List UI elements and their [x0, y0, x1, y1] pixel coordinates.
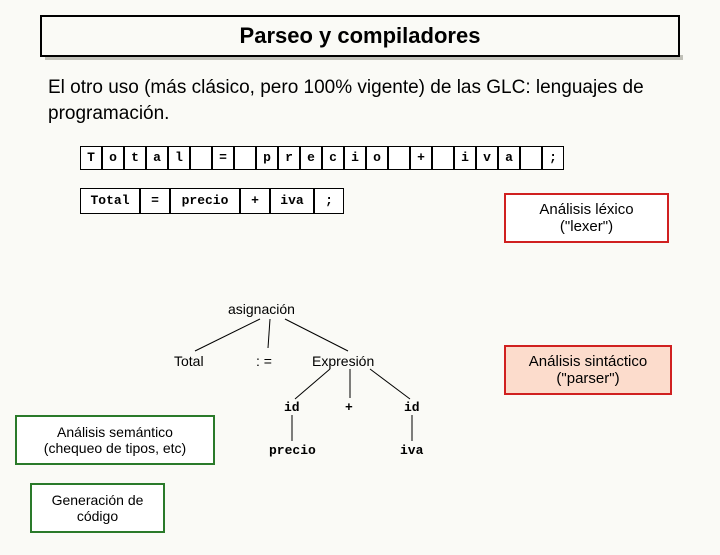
token-cell: Total: [80, 188, 140, 214]
char-cell: e: [300, 146, 322, 170]
lexer-label: Análisis léxico ("lexer"): [539, 201, 633, 235]
token-cell: =: [140, 188, 170, 214]
tree-plus: +: [345, 400, 353, 415]
gen-line2: código: [46, 508, 149, 524]
char-cell: i: [344, 146, 366, 170]
semantic-line1: Análisis semántico: [31, 424, 199, 440]
char-cell: [432, 146, 454, 170]
lexer-annotation: Análisis léxico ("lexer"): [504, 193, 669, 243]
token-cell: precio: [170, 188, 240, 214]
char-cell: p: [256, 146, 278, 170]
character-row: Total=precio+iva;: [80, 146, 720, 170]
tree-id-left: id: [284, 400, 300, 415]
tree-expresion: Expresión: [312, 353, 374, 369]
tree-total: Total: [174, 353, 204, 369]
char-cell: +: [410, 146, 432, 170]
tree-asignacion: asignación: [228, 301, 295, 317]
char-cell: [388, 146, 410, 170]
tree-id-right: id: [404, 400, 420, 415]
title-box: Parseo y compiladores: [40, 15, 680, 57]
char-cell: l: [168, 146, 190, 170]
semantic-line2: (chequeo de tipos, etc): [31, 440, 199, 456]
char-cell: ;: [542, 146, 564, 170]
gen-line1: Generación de: [46, 492, 149, 508]
char-cell: [234, 146, 256, 170]
char-cell: a: [146, 146, 168, 170]
tree-assign-op: : =: [256, 353, 272, 369]
char-cell: o: [366, 146, 388, 170]
char-cell: t: [124, 146, 146, 170]
char-cell: [520, 146, 542, 170]
subtitle-text: El otro uso (más clásico, pero 100% vige…: [48, 75, 680, 126]
char-cell: a: [498, 146, 520, 170]
token-cell: +: [240, 188, 270, 214]
token-cell: ;: [314, 188, 344, 214]
char-cell: v: [476, 146, 498, 170]
code-generation-box: Generación de código: [30, 483, 165, 533]
parser-label: Análisis sintáctico ("parser"): [529, 353, 647, 387]
char-cell: c: [322, 146, 344, 170]
char-cell: o: [102, 146, 124, 170]
char-cell: =: [212, 146, 234, 170]
semantic-analysis-box: Análisis semántico (chequeo de tipos, et…: [15, 415, 215, 465]
char-cell: [190, 146, 212, 170]
char-cell: i: [454, 146, 476, 170]
token-cell: iva: [270, 188, 314, 214]
tree-iva: iva: [400, 443, 423, 458]
page-title: Parseo y compiladores: [240, 23, 481, 48]
char-cell: r: [278, 146, 300, 170]
tree-precio: precio: [269, 443, 316, 458]
parser-annotation: Análisis sintáctico ("parser"): [504, 345, 672, 395]
char-cell: T: [80, 146, 102, 170]
